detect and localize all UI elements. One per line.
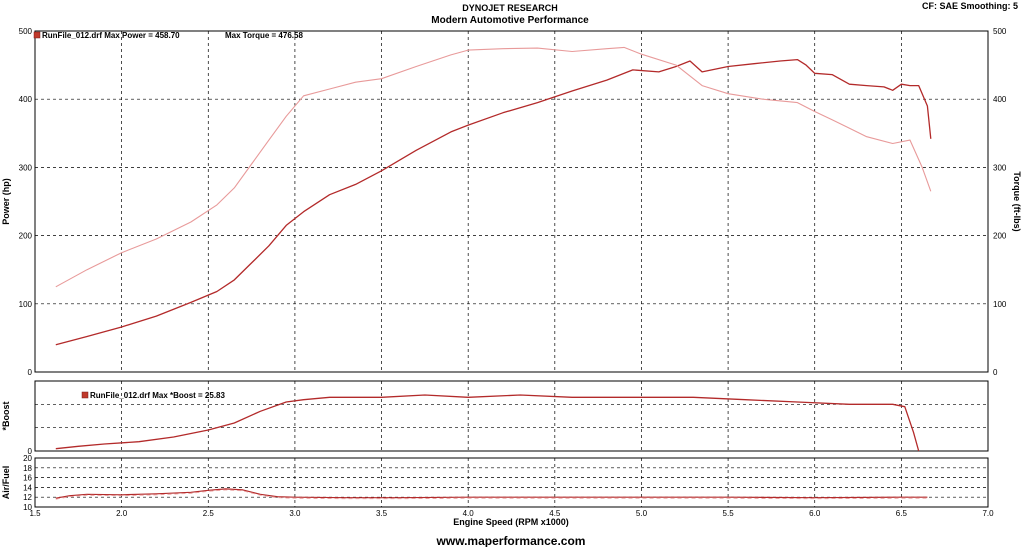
y-tick-label: 18 bbox=[23, 464, 32, 473]
y2-tick-label: 500 bbox=[993, 27, 1007, 36]
legend-text: RunFile_012.drf Max *Boost = 25.83 bbox=[90, 391, 225, 400]
y-axis-label: Power (hp) bbox=[1, 178, 11, 225]
y-axis-label: Air/Fuel bbox=[1, 466, 11, 500]
x-tick-label: 2.5 bbox=[203, 509, 215, 518]
y-axis-label: *Boost bbox=[1, 401, 11, 430]
y-tick-label: 500 bbox=[19, 27, 33, 36]
footer-url: www.maperformance.com bbox=[436, 534, 586, 547]
x-tick-label: 3.5 bbox=[376, 509, 388, 518]
y-tick-label: 12 bbox=[23, 493, 32, 502]
y2-axis-label: Torque (ft-lbs) bbox=[1012, 171, 1022, 231]
x-tick-label: 6.0 bbox=[809, 509, 821, 518]
legend-swatch bbox=[33, 31, 41, 39]
series-line-air-fuel-alt bbox=[55, 489, 928, 500]
chart-title: DYNOJET RESEARCH bbox=[462, 3, 558, 13]
chart-subtitle: Modern Automotive Performance bbox=[431, 15, 589, 26]
plot-frame bbox=[34, 380, 989, 452]
y-tick-label: 14 bbox=[23, 483, 32, 492]
x-tick-label: 4.0 bbox=[463, 509, 475, 518]
x-tick-label: 4.5 bbox=[549, 509, 561, 518]
legend-swatch bbox=[81, 391, 89, 399]
series-line-torque bbox=[55, 46, 932, 288]
y2-tick-label: 400 bbox=[993, 95, 1007, 104]
y-tick-label: 400 bbox=[19, 95, 33, 104]
y2-tick-label: 100 bbox=[993, 300, 1007, 309]
plot-frame bbox=[34, 457, 989, 508]
y-tick-label: 16 bbox=[23, 474, 32, 483]
x-tick-label: 7.0 bbox=[982, 509, 994, 518]
y-tick-label: 100 bbox=[19, 300, 33, 309]
y2-tick-label: 0 bbox=[993, 368, 998, 377]
x-tick-label: 6.5 bbox=[896, 509, 908, 518]
series-line-air-fuel bbox=[55, 488, 928, 499]
series-line-power bbox=[55, 58, 932, 346]
series-line--boost bbox=[55, 394, 920, 452]
y-tick-label: 300 bbox=[19, 163, 33, 172]
y-tick-label: 20 bbox=[23, 454, 32, 463]
y-tick-label: 10 bbox=[23, 503, 32, 512]
x-axis: 1.5 2.0 2.5 3.0 3.5 4.0 4.5 5.0 5.5 6.0 6.5 7.0 bbox=[29, 509, 994, 518]
x-tick-label: 5.5 bbox=[723, 509, 735, 518]
y2-tick-label: 200 bbox=[993, 232, 1007, 241]
power-torque-panel: 0 0 100 100 200 200 300 300 400 400 500 500 Power (h… bbox=[1, 27, 1022, 377]
y2-tick-label: 300 bbox=[993, 163, 1007, 172]
y-tick-label: 0 bbox=[28, 447, 33, 456]
boost-panel: 0 *Boost RunFile_012.drf Max *Boost = 25.8… bbox=[1, 380, 989, 456]
settings-label: CF: SAE Smoothing: 5 bbox=[922, 1, 1018, 11]
legend-text: RunFile_012.drf Max Power = 458.70 bbox=[42, 31, 180, 40]
legend-text-torque: Max Torque = 476.58 bbox=[225, 31, 303, 40]
x-tick-label: 2.0 bbox=[116, 509, 128, 518]
x-tick-label: 3.0 bbox=[289, 509, 301, 518]
x-tick-label: 5.0 bbox=[636, 509, 648, 518]
x-axis-label: Engine Speed (RPM x1000) bbox=[453, 517, 569, 527]
y-tick-label: 200 bbox=[19, 232, 33, 241]
y-tick-label: 0 bbox=[28, 368, 33, 377]
x-tick-label: 1.5 bbox=[29, 509, 41, 518]
plot-frame bbox=[34, 30, 989, 373]
